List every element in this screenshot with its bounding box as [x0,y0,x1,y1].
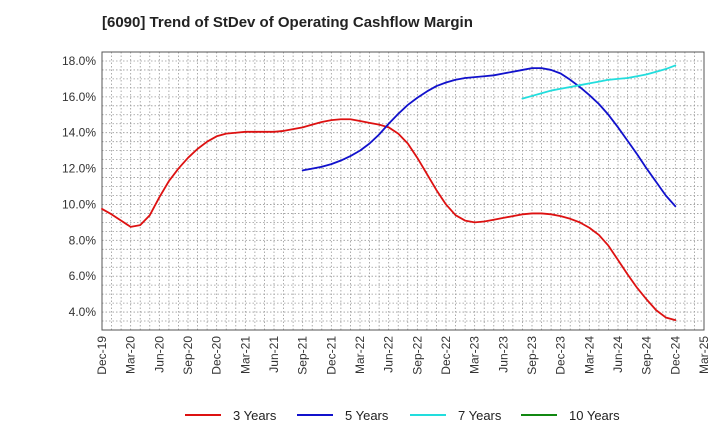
legend-item-7-years: 7 Years [410,404,501,426]
series-line-7-years [521,64,677,100]
y-axis-ticks: 4.0% 6.0% 8.0% 10.0% 12.0% 14.0% 16.0% 18.0% [62,54,96,319]
x-tick-label: Sep-24 [640,336,654,375]
x-tick-label: Sep-21 [296,336,310,375]
x-tick-label: Mar-20 [124,336,138,374]
x-tick-label: Sep-20 [181,336,195,375]
legend: 3 Years 5 Years 7 Years 10 Years [0,404,720,426]
y-tick-label: 16.0% [62,90,96,104]
x-tick-label: Dec-21 [324,336,338,375]
y-tick-label: 14.0% [62,126,96,140]
x-axis-ticks: Dec-19 Mar-20 Jun-20 Sep-20 Dec-20 Mar-21 Jun-… [95,336,711,375]
x-tick-label: Sep-23 [525,336,539,375]
x-tick-label: Jun-20 [152,336,166,373]
x-tick-label: Dec-23 [554,336,568,375]
x-tick-label: Jun-24 [611,336,625,373]
legend-item-5-years: 5 Years [297,404,388,426]
legend-label-10-years: 10 Years [569,407,620,423]
x-tick-label: Jun-21 [267,336,281,373]
legend-swatch-3-years [185,414,221,416]
y-tick-label: 18.0% [62,54,96,68]
x-tick-label: Mar-25 [697,336,711,374]
legend-item-10-years: 10 Years [521,404,620,426]
plot-background [102,52,704,330]
legend-item-3-years: 3 Years [185,404,276,426]
x-tick-label: Mar-23 [468,336,482,374]
legend-label-7-years: 7 Years [458,407,502,423]
chart-title: [6090] Trend of StDev of Operating Cashf… [102,14,473,31]
x-tick-label: Dec-20 [210,336,224,375]
y-tick-label: 10.0% [62,197,96,211]
series-line-3-years [101,118,677,322]
legend-swatch-5-years [297,414,333,416]
series-line-5-years [301,67,677,208]
legend-label-5-years: 5 Years [345,407,389,423]
x-tick-label: Jun-23 [496,336,510,373]
legend-swatch-10-years [521,414,557,416]
x-tick-label: Jun-22 [382,336,396,373]
y-tick-label: 4.0% [69,305,97,319]
legend-label-3-years: 3 Years [233,407,277,423]
x-tick-label: Mar-22 [353,336,367,374]
legend-swatch-7-years [410,414,446,416]
series-lines [101,64,677,322]
plot-border [101,51,705,331]
grid-lines [101,51,705,331]
y-tick-label: 6.0% [69,269,97,283]
x-tick-label: Dec-19 [95,336,109,375]
x-tick-label: Dec-22 [439,336,453,375]
y-tick-label: 8.0% [69,233,97,247]
x-tick-label: Sep-22 [410,336,424,375]
x-tick-label: Dec-24 [668,336,682,375]
x-tick-label: Mar-21 [238,336,252,374]
x-tick-label: Mar-24 [582,336,596,374]
y-tick-label: 12.0% [62,162,96,176]
